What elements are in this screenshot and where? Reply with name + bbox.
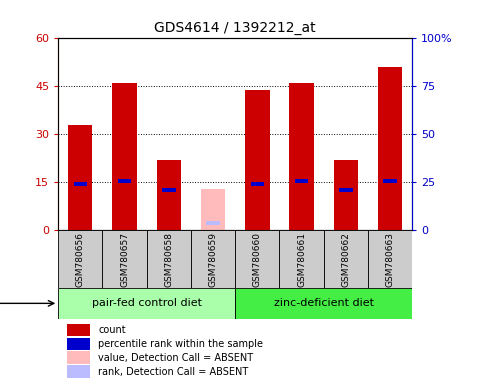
Bar — [58, 288, 235, 319]
Bar — [367, 230, 411, 288]
Bar — [66, 338, 90, 350]
Bar — [235, 288, 411, 319]
Text: GSM780662: GSM780662 — [341, 232, 349, 287]
Bar — [323, 230, 367, 288]
Bar — [156, 160, 181, 230]
Bar — [146, 230, 191, 288]
Bar — [68, 125, 92, 230]
Text: percentile rank within the sample: percentile rank within the sample — [98, 339, 263, 349]
Text: pair-fed control diet: pair-fed control diet — [91, 298, 201, 308]
Bar — [383, 179, 396, 183]
Bar — [118, 179, 131, 183]
Bar — [289, 83, 313, 230]
Bar — [294, 179, 308, 183]
Text: GSM780659: GSM780659 — [208, 232, 217, 287]
Text: GSM780658: GSM780658 — [164, 232, 173, 287]
Bar — [58, 230, 102, 288]
Bar — [250, 182, 263, 186]
Title: GDS4614 / 1392212_at: GDS4614 / 1392212_at — [154, 21, 316, 35]
Text: GSM780663: GSM780663 — [385, 232, 394, 287]
Text: zinc-deficient diet: zinc-deficient diet — [273, 298, 373, 308]
Bar — [66, 324, 90, 336]
Bar — [245, 89, 269, 230]
Bar — [206, 221, 219, 225]
Bar — [200, 189, 225, 230]
Text: count: count — [98, 325, 126, 335]
Bar — [333, 160, 357, 230]
Bar — [377, 67, 401, 230]
Text: GSM780661: GSM780661 — [297, 232, 305, 287]
Bar — [279, 230, 323, 288]
Bar — [112, 83, 136, 230]
Bar — [191, 230, 235, 288]
Text: GSM780656: GSM780656 — [76, 232, 85, 287]
Text: GSM780660: GSM780660 — [252, 232, 261, 287]
Bar — [74, 182, 87, 186]
Bar — [66, 365, 90, 378]
Text: value, Detection Call = ABSENT: value, Detection Call = ABSENT — [98, 353, 253, 363]
Bar — [102, 230, 146, 288]
Bar — [338, 189, 352, 192]
Bar — [162, 189, 175, 192]
Text: rank, Detection Call = ABSENT: rank, Detection Call = ABSENT — [98, 366, 248, 377]
Text: GSM780657: GSM780657 — [120, 232, 129, 287]
Bar — [235, 230, 279, 288]
Bar — [66, 351, 90, 364]
